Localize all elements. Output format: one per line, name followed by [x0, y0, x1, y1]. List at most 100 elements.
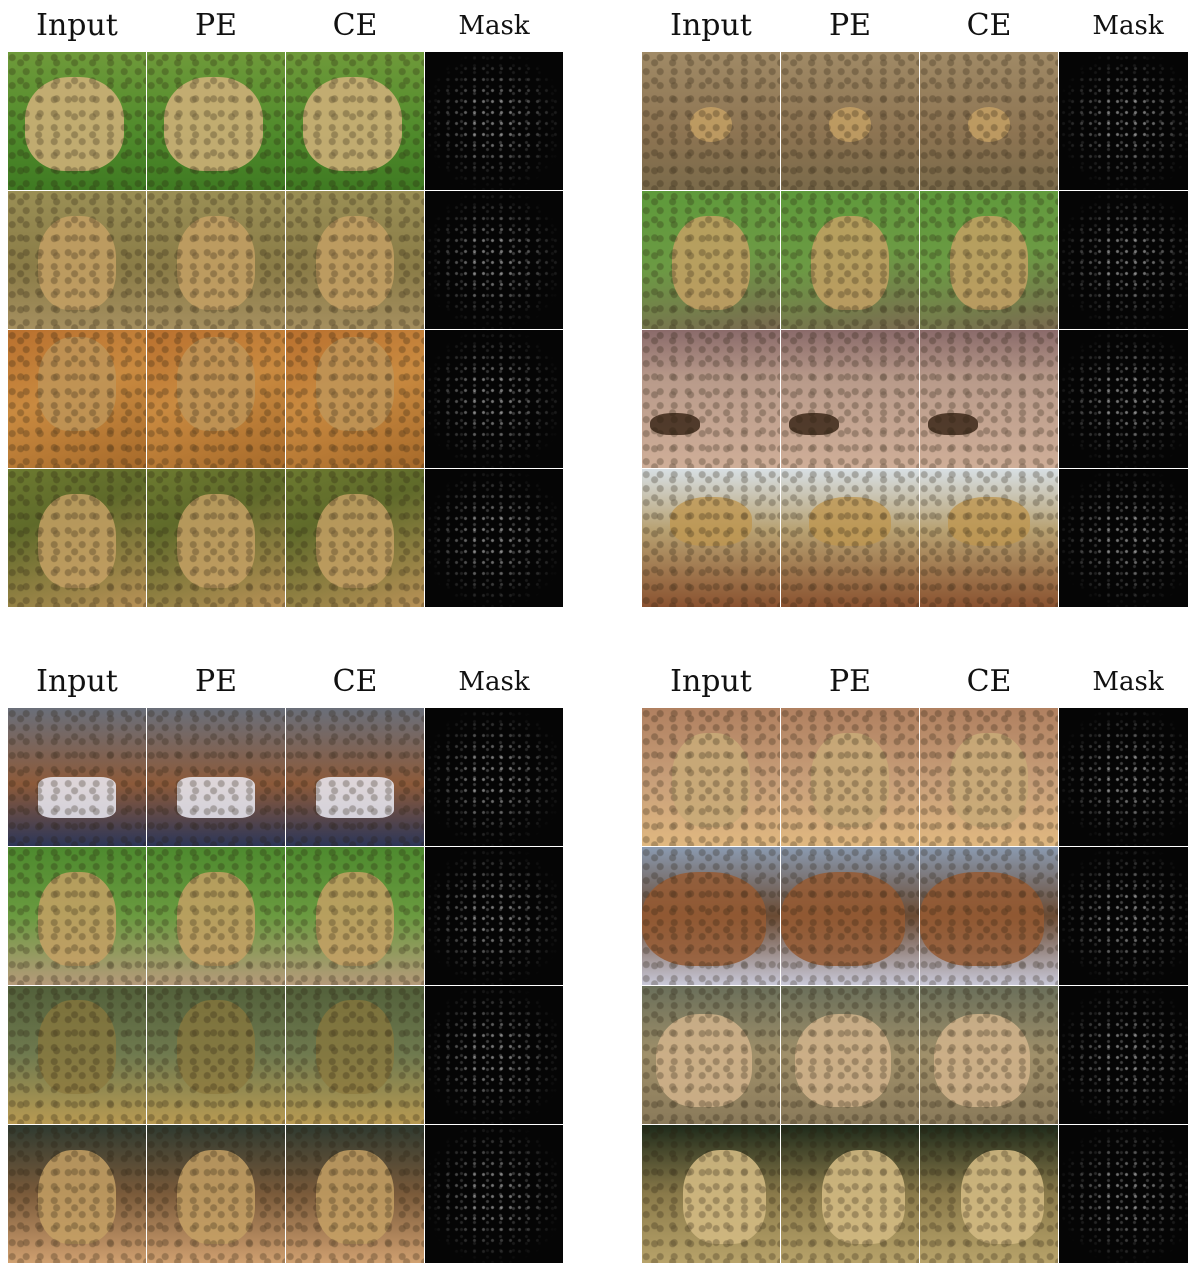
- input-image: [8, 191, 146, 329]
- image-row: [642, 986, 1188, 1124]
- column-header-input: Input: [36, 664, 118, 699]
- image-row: [8, 469, 564, 607]
- input-image: [642, 52, 780, 190]
- image-row: [8, 708, 564, 846]
- pe-image: [781, 330, 919, 468]
- input-image: [642, 708, 780, 846]
- pe-image: [781, 52, 919, 190]
- pe-image: [147, 708, 285, 846]
- ce-image: [920, 469, 1058, 607]
- input-image: [8, 708, 146, 846]
- pe-image: [781, 469, 919, 607]
- mask-image: [1059, 52, 1188, 190]
- pe-image: [781, 191, 919, 329]
- column-header-ce: CE: [332, 8, 378, 43]
- input-image: [8, 847, 146, 985]
- mask-image: [425, 469, 563, 607]
- column-header-ce: CE: [966, 664, 1012, 699]
- column-header-input: Input: [36, 8, 118, 43]
- input-image: [642, 847, 780, 985]
- image-grid: [8, 708, 564, 1263]
- image-row: [8, 847, 564, 985]
- mask-image: [425, 708, 563, 846]
- image-row: [642, 52, 1188, 190]
- image-row: [642, 1125, 1188, 1263]
- image-row: [642, 191, 1188, 329]
- ce-image: [286, 191, 424, 329]
- image-row: [642, 469, 1188, 607]
- image-grid: [642, 52, 1188, 607]
- image-row: [8, 330, 564, 468]
- mask-image: [425, 1125, 563, 1263]
- pe-image: [781, 847, 919, 985]
- ce-image: [286, 1125, 424, 1263]
- ce-image: [286, 986, 424, 1124]
- column-header-pe: PE: [828, 8, 872, 43]
- ce-image: [920, 52, 1058, 190]
- input-image: [8, 986, 146, 1124]
- column-header-pe: PE: [194, 8, 238, 43]
- pe-image: [147, 847, 285, 985]
- ce-image: [920, 191, 1058, 329]
- mask-image: [425, 191, 563, 329]
- mask-image: [1059, 191, 1188, 329]
- input-image: [8, 469, 146, 607]
- pe-image: [147, 191, 285, 329]
- column-header-mask: Mask: [1092, 667, 1164, 697]
- input-image: [642, 986, 780, 1124]
- pe-image: [147, 330, 285, 468]
- image-row: [8, 191, 564, 329]
- column-header-mask: Mask: [458, 11, 530, 41]
- mask-image: [425, 52, 563, 190]
- image-grid: [642, 708, 1188, 1263]
- ce-image: [286, 708, 424, 846]
- mask-image: [1059, 708, 1188, 846]
- input-image: [642, 330, 780, 468]
- figure-panel: Input PE CE Mask: [642, 0, 1188, 607]
- pe-image: [147, 986, 285, 1124]
- mask-image: [425, 330, 563, 468]
- image-row: [8, 52, 564, 190]
- column-header-input: Input: [670, 8, 752, 43]
- mask-image: [1059, 1125, 1188, 1263]
- image-row: [8, 1125, 564, 1263]
- mask-image: [1059, 330, 1188, 468]
- image-row: [642, 847, 1188, 985]
- mask-image: [1059, 469, 1188, 607]
- ce-image: [920, 1125, 1058, 1263]
- pe-image: [781, 1125, 919, 1263]
- image-row: [642, 708, 1188, 846]
- pe-image: [147, 469, 285, 607]
- ce-image: [286, 52, 424, 190]
- mask-image: [425, 986, 563, 1124]
- column-headers: Input PE CE Mask: [8, 656, 564, 708]
- mask-image: [1059, 847, 1188, 985]
- ce-image: [920, 986, 1058, 1124]
- column-headers: Input PE CE Mask: [642, 0, 1188, 52]
- input-image: [642, 1125, 780, 1263]
- pe-image: [781, 986, 919, 1124]
- pe-image: [147, 1125, 285, 1263]
- column-headers: Input PE CE Mask: [8, 0, 564, 52]
- column-header-ce: CE: [332, 664, 378, 699]
- image-grid: [8, 52, 564, 607]
- input-image: [8, 52, 146, 190]
- pe-image: [147, 52, 285, 190]
- figure-panel: Input PE CE Mask: [642, 656, 1188, 1263]
- column-header-pe: PE: [194, 664, 238, 699]
- column-header-ce: CE: [966, 8, 1012, 43]
- ce-image: [920, 847, 1058, 985]
- column-header-input: Input: [670, 664, 752, 699]
- figure-panel: Input PE CE Mask: [8, 656, 564, 1263]
- column-header-pe: PE: [828, 664, 872, 699]
- input-image: [642, 469, 780, 607]
- image-row: [642, 330, 1188, 468]
- mask-image: [1059, 986, 1188, 1124]
- input-image: [642, 191, 780, 329]
- column-header-mask: Mask: [458, 667, 530, 697]
- image-row: [8, 986, 564, 1124]
- ce-image: [920, 708, 1058, 846]
- input-image: [8, 1125, 146, 1263]
- ce-image: [286, 469, 424, 607]
- ce-image: [286, 847, 424, 985]
